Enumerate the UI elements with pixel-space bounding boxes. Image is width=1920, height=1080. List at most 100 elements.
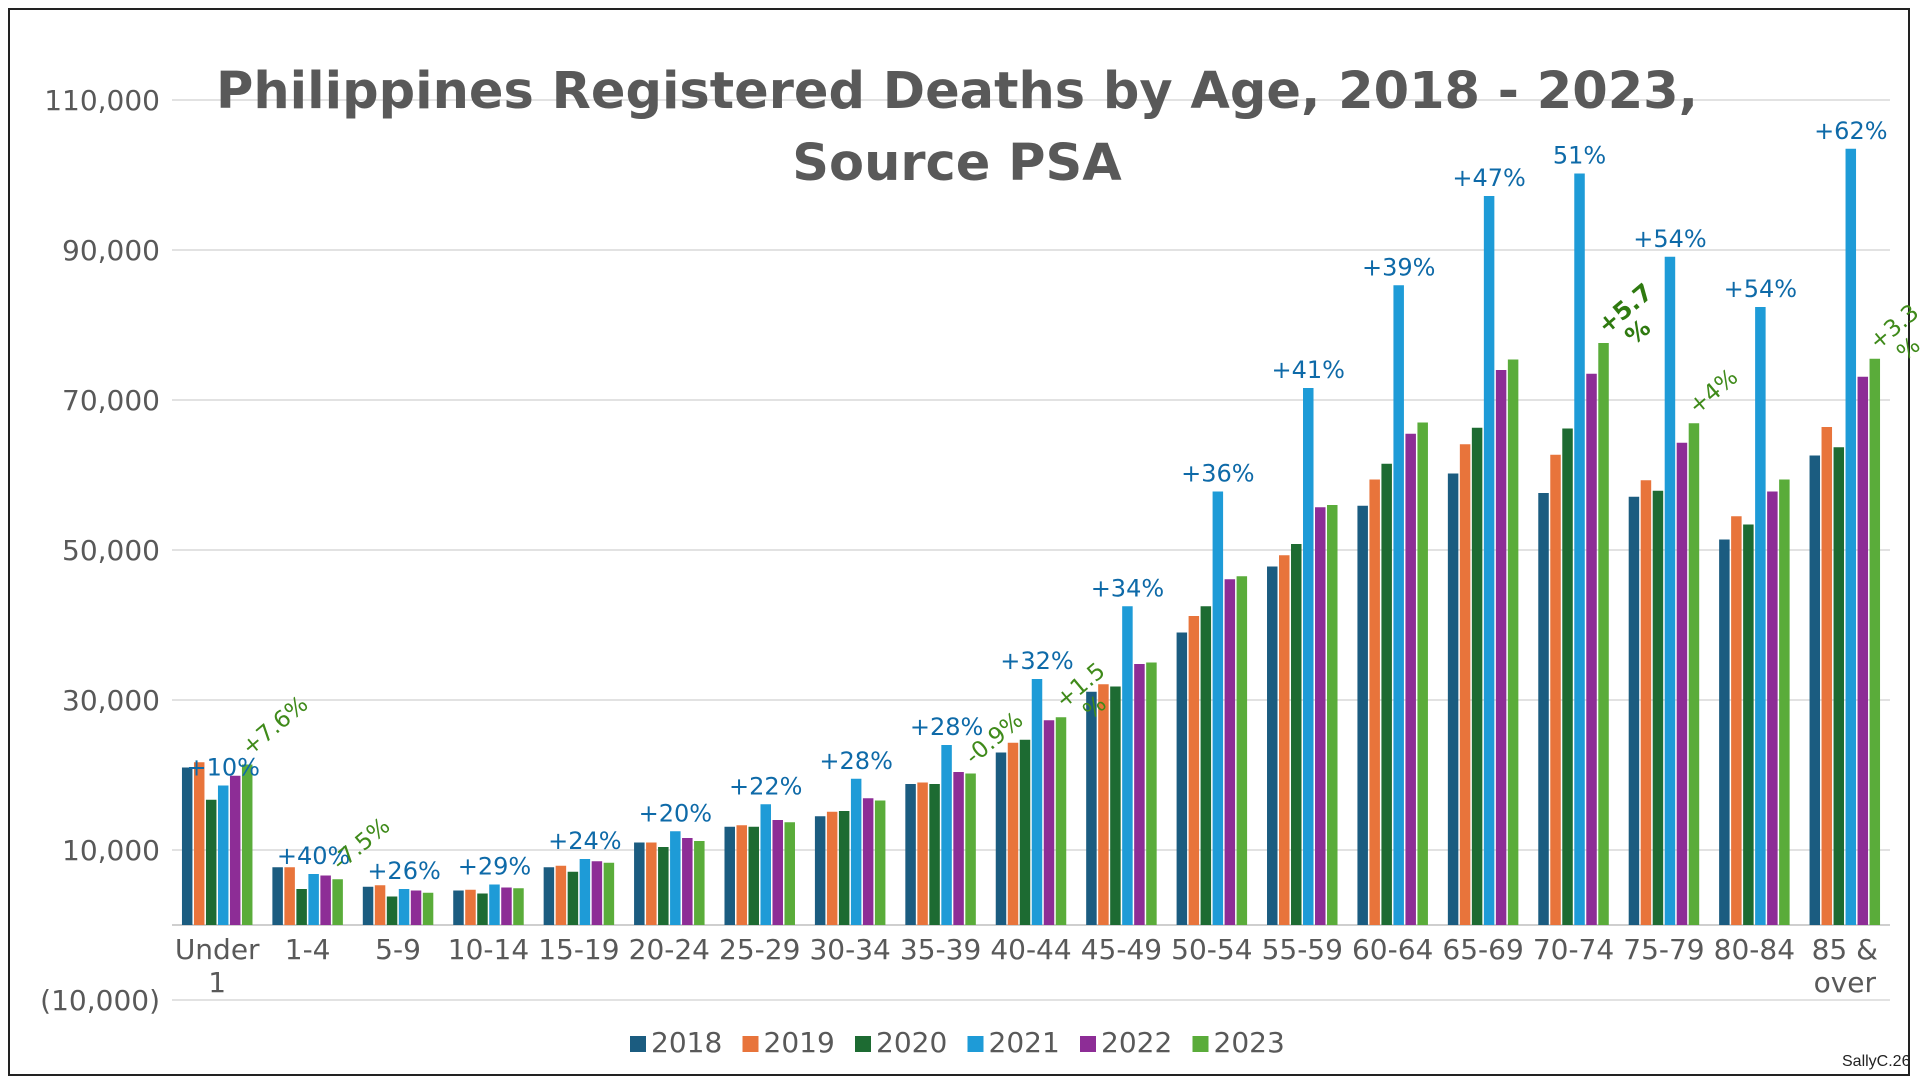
bar-2019: [374, 885, 386, 925]
bar-2023: [513, 888, 524, 925]
annotation-2021-change: +26%: [367, 857, 440, 885]
bar-2019: [646, 842, 657, 925]
bar-2021: [1755, 307, 1766, 925]
bar-2021: [1664, 256, 1676, 925]
bars: [181, 148, 1881, 925]
bar-2020: [205, 799, 217, 925]
legend-label-2020: 2020: [876, 1026, 947, 1059]
bar-2018: [1628, 496, 1640, 925]
x-category-label: 45-49: [1081, 933, 1162, 966]
bar-2020: [1471, 427, 1483, 925]
bar-2023: [1055, 717, 1067, 925]
annotation-2021-change: +54%: [1633, 225, 1706, 253]
y-tick-label: 90,000: [62, 234, 160, 267]
bar-2019: [1640, 480, 1652, 925]
bar-2018: [814, 816, 826, 925]
bar-2022: [1676, 442, 1688, 925]
legend-label-2021: 2021: [989, 1026, 1060, 1059]
bar-2021: [1122, 606, 1133, 925]
bar-2018: [1176, 632, 1188, 925]
bar-2023: [1688, 423, 1700, 925]
bar-2023: [1598, 343, 1609, 925]
x-category-label: 35-39: [900, 933, 981, 966]
bar-2023: [1417, 422, 1428, 925]
bar-2018: [1086, 691, 1097, 925]
bar-2021: [579, 859, 591, 925]
annotation-2021-change: +47%: [1452, 164, 1525, 192]
bar-2019: [284, 867, 295, 925]
y-tick-label: 70,000: [62, 384, 160, 417]
x-category-label: 1-4: [285, 933, 331, 966]
annotation-2021-change: +34%: [1091, 574, 1164, 602]
bar-2020: [1743, 524, 1754, 925]
bar-2023: [1236, 576, 1248, 925]
y-tick-label: 110,000: [44, 84, 160, 117]
bar-2023: [1327, 505, 1338, 925]
credit-text: SallyC.26: [1842, 1053, 1911, 1070]
bar-2018: [1357, 505, 1368, 925]
bar-2019: [555, 865, 567, 925]
legend: 2018 2019 2020 2021 2022 2023: [630, 1026, 1285, 1059]
bar-2022: [1767, 491, 1778, 925]
bar-2023: [603, 862, 615, 925]
y-tick-label: 10,000: [62, 834, 160, 867]
bar-2018: [272, 867, 283, 925]
bar-2023: [332, 879, 343, 925]
bar-2022: [772, 820, 783, 925]
bar-2023: [422, 892, 434, 925]
y-tick-label: 30,000: [62, 684, 160, 717]
legend-label-2018: 2018: [651, 1026, 722, 1059]
x-category-label: 10-14: [448, 933, 529, 966]
bar-2020: [929, 784, 940, 925]
bar-2018: [724, 826, 735, 925]
bar-2020: [296, 889, 307, 925]
bar-2022: [410, 890, 422, 925]
bar-2019: [917, 782, 928, 925]
annotation-2021-change: +22%: [729, 772, 802, 800]
bar-2020: [1381, 463, 1392, 925]
x-category-label: 5-9: [375, 933, 421, 966]
x-category-label: 65-69: [1442, 933, 1523, 966]
bar-2021: [670, 831, 681, 925]
bar-2019: [1459, 444, 1471, 925]
bar-2023: [784, 822, 795, 925]
chart-subtitle: Source PSA: [792, 134, 1122, 193]
x-category-label: 1: [208, 966, 226, 999]
bar-2021: [850, 778, 862, 925]
bar-2018: [995, 752, 1007, 925]
bar-2019: [826, 811, 838, 925]
chart-frame: [8, 8, 1910, 1076]
annotation-2021-change: +54%: [1724, 275, 1797, 303]
x-category-label: 25-29: [719, 933, 800, 966]
bar-2022: [229, 775, 241, 925]
bar-2019: [1821, 427, 1833, 925]
bar-2020: [477, 893, 488, 925]
annotation-2021-change: +10%: [186, 754, 259, 782]
y-tick-label: (10,000): [40, 984, 160, 1017]
annotation-2023-change: +7.6%: [237, 691, 313, 761]
bar-2019: [1007, 742, 1019, 925]
bar-2023: [1146, 662, 1157, 925]
x-category-label: 60-64: [1352, 933, 1433, 966]
x-category-label: 50-54: [1171, 933, 1252, 966]
y-axis-ticks: 110,000 90,000 70,000 50,000 30,000 10,000 (10…: [40, 84, 160, 1017]
annotation-2021-change: 51%: [1553, 142, 1606, 170]
legend-swatch-2018: [630, 1036, 646, 1052]
bar-2019: [193, 762, 205, 925]
bar-2018: [1447, 473, 1459, 925]
bar-2020: [1652, 490, 1664, 925]
legend-swatch-2023: [1192, 1036, 1209, 1052]
bar-2021: [1483, 196, 1495, 925]
bar-2021: [941, 745, 952, 925]
bar-2020: [658, 847, 669, 925]
bar-2020: [1110, 686, 1121, 925]
bar-2023: [965, 773, 976, 925]
bar-2021: [1845, 148, 1857, 925]
x-category-label: 40-44: [990, 933, 1071, 966]
bar-2023: [694, 841, 705, 925]
bar-2018: [1267, 566, 1278, 925]
bar-2023: [241, 764, 253, 925]
x-category-label: over: [1814, 966, 1877, 999]
